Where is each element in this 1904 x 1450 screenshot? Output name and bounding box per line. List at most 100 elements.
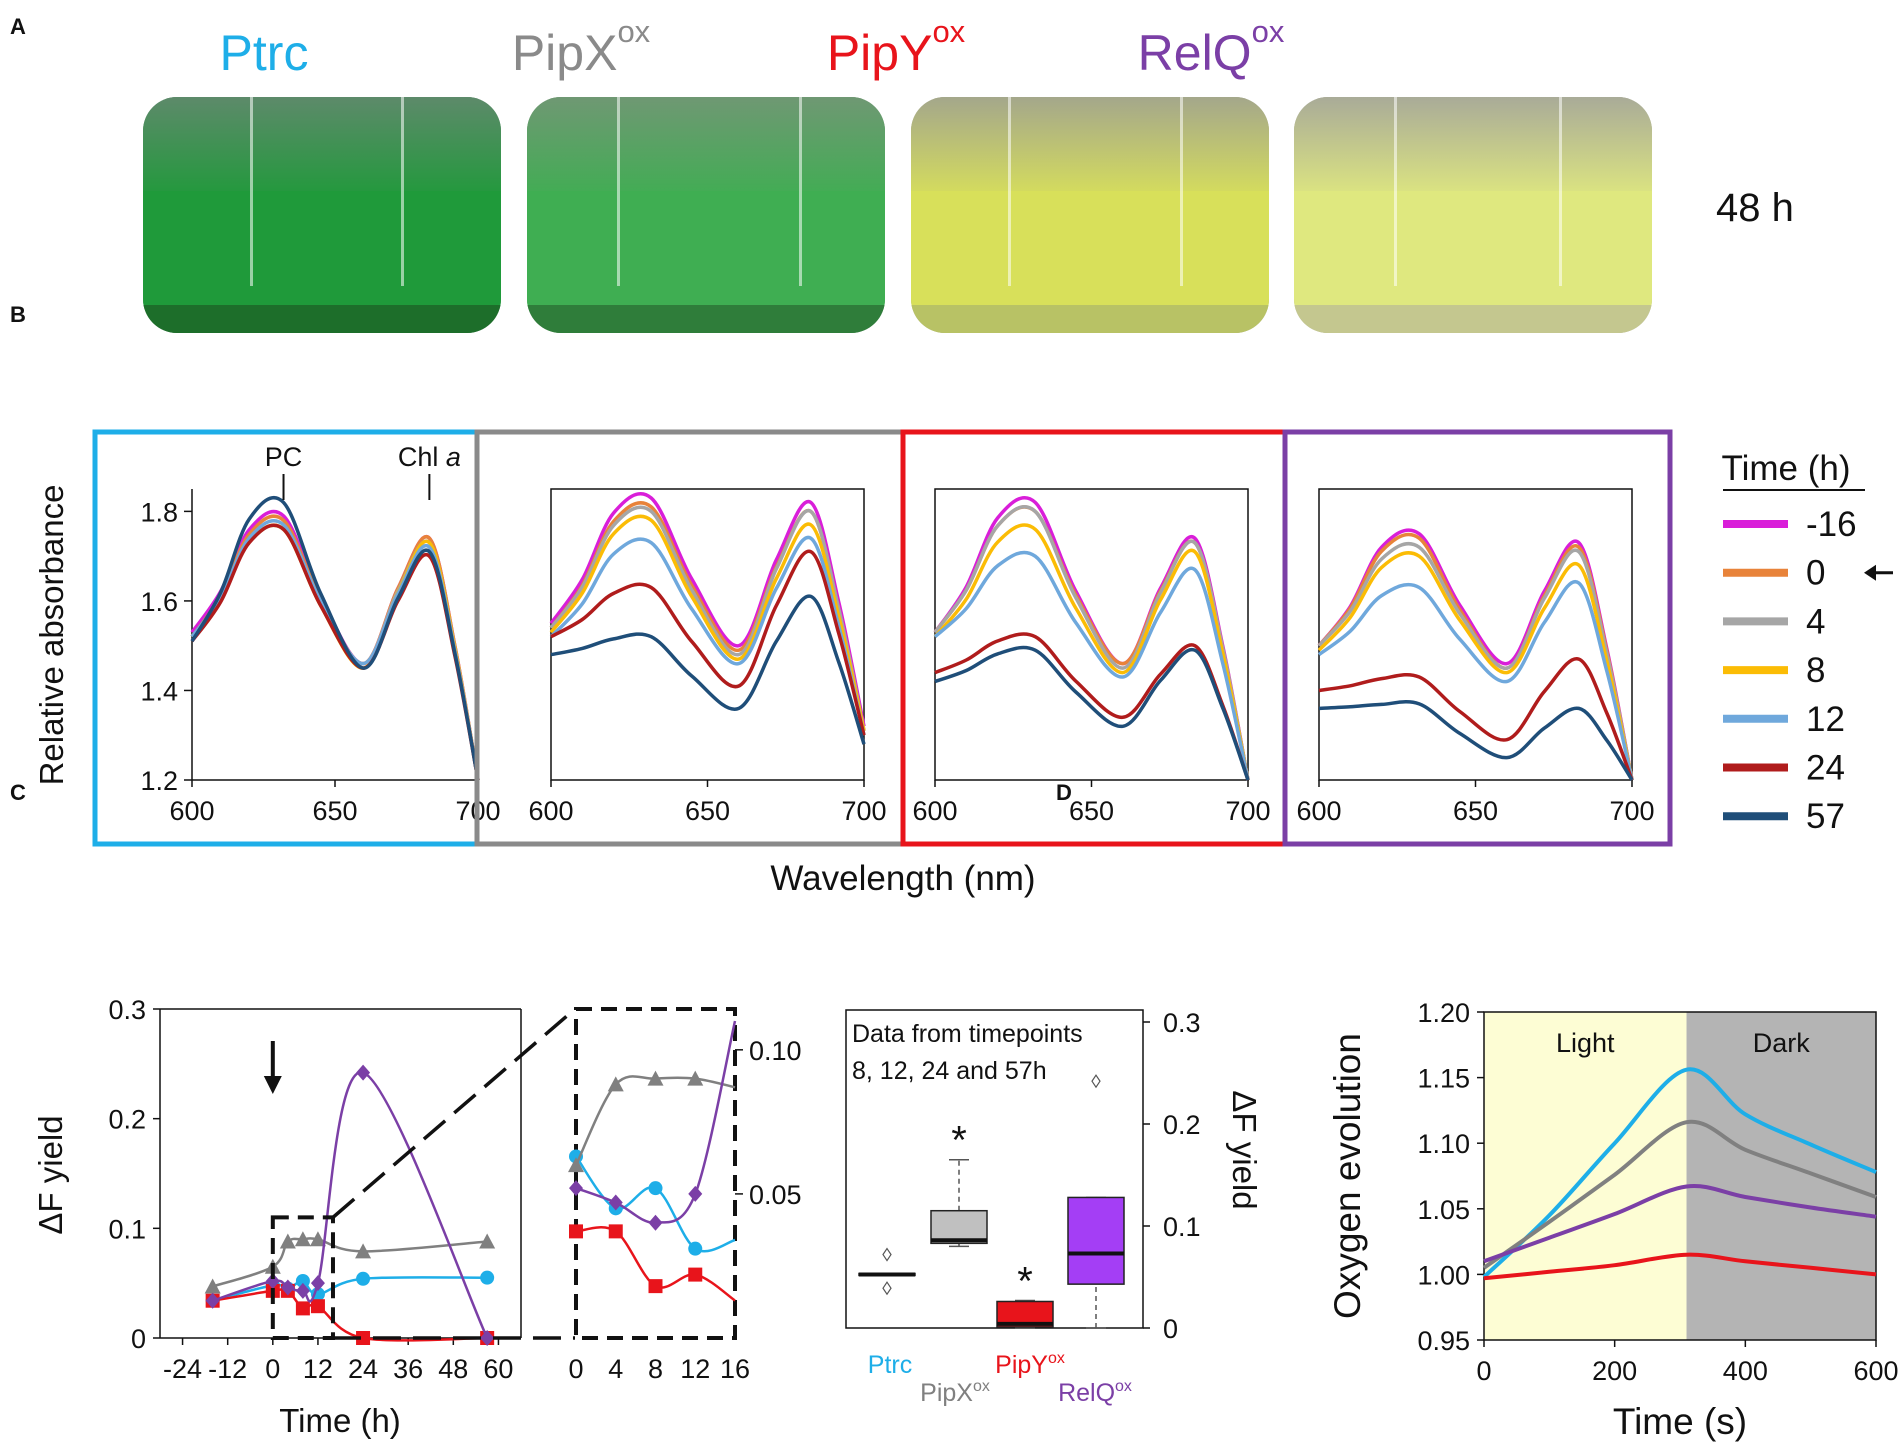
box-category-label-Ptrc: Ptrc (868, 1351, 912, 1379)
box-y-axis-title: ΔF yield (1226, 1090, 1263, 1209)
flask-wall (1394, 97, 1398, 286)
legend-entry-label: 4 (1806, 602, 1825, 641)
inset-data-point-PipXox (607, 1076, 624, 1092)
inset-data-point-PipYox (648, 1279, 663, 1294)
box-category-sup: ox (1115, 1378, 1132, 1395)
c-data-point-RelQox (205, 1292, 220, 1309)
d-y-axis-title: Oxygen evolution (1327, 1033, 1368, 1319)
x-tick-label: 700 (1225, 796, 1270, 826)
c-data-point-PipYox (356, 1331, 371, 1345)
d-y-tick-label: 1.10 (1417, 1129, 1470, 1159)
flask-glass (143, 97, 501, 201)
inset-x-tick-label: 16 (720, 1354, 750, 1384)
x-tick-label: 600 (169, 796, 214, 826)
flask-title-pipx: PipXox (401, 16, 761, 82)
panel-label-b: B (10, 302, 26, 327)
flask-wall (1179, 97, 1183, 286)
flask-photo-relq (1294, 97, 1652, 333)
spectrum-line-57 (1318, 700, 1634, 781)
box-outlier-Ptrc (882, 1247, 892, 1262)
peak-annotation-label: PC (265, 442, 303, 472)
c-data-point-RelQox (265, 1272, 280, 1289)
c-zoom-connector (331, 1007, 577, 1219)
c-data-point-PipXox (204, 1278, 221, 1294)
c-data-point-PipXox (479, 1233, 496, 1249)
c-y-axis-title: ΔF yield (32, 1115, 69, 1234)
inset-series-line-RelQox (575, 1020, 737, 1224)
x-tick-label: 650 (312, 796, 357, 826)
legend-entry-label: 57 (1806, 797, 1845, 836)
box-outlier-Ptrc (882, 1281, 892, 1296)
spectrum-line-4 (1317, 541, 1634, 781)
x-tick-label: 650 (1069, 796, 1114, 826)
flask-bottom (911, 304, 1269, 333)
inset-x-tick-label: 0 (568, 1354, 583, 1384)
panel-label-c: C (10, 780, 26, 805)
c-y-tick-label: 0.3 (108, 995, 146, 1025)
flask-wall (400, 97, 404, 286)
spectrum-line-12 (1317, 579, 1634, 781)
box-category-sup: ox (973, 1378, 990, 1395)
inset-data-point-Ptrc (688, 1241, 703, 1256)
flask-title-pipy: PipYox (716, 16, 1076, 82)
spectrum-line-57 (190, 495, 480, 781)
d-y-tick-label: 1.05 (1417, 1195, 1470, 1225)
d-region-label-dark: Dark (1753, 1028, 1811, 1058)
flask-bottom (143, 304, 501, 333)
c-data-point-PipXox (355, 1243, 372, 1259)
c-data-point-Ptrc (295, 1273, 310, 1288)
spectrum-line-57 (550, 594, 866, 745)
flask-liquid (527, 191, 885, 310)
inset-y-tick-label: 0.10 (749, 1036, 802, 1066)
box-y-tick-label: 0.3 (1163, 1008, 1201, 1038)
inset-data-point-PipXox (647, 1070, 664, 1086)
c-y-tick-label: 0.2 (108, 1105, 146, 1135)
flask-bottom (527, 304, 885, 333)
x-tick-label: 600 (1296, 796, 1341, 826)
legend-entry-label: 24 (1806, 749, 1845, 788)
c-series-line-RelQox (212, 1071, 489, 1339)
flask-wall (1007, 97, 1011, 286)
c-zoom-box (270, 1215, 335, 1341)
inset-data-point-RelQox (648, 1214, 663, 1231)
y-tick-label: 1.2 (140, 766, 178, 796)
legend-arrow-icon (1864, 564, 1876, 581)
box-category-label-RelQ: RelQox (1058, 1378, 1132, 1407)
c-series-line-PipXox (212, 1237, 488, 1288)
box-plot-frame (845, 1009, 1144, 1329)
spectrum-line-8 (1317, 551, 1634, 781)
flask-title-relq: RelQox (1031, 16, 1391, 82)
inset-series-line-PipXox (574, 1075, 736, 1166)
box-body-RelQ (1067, 1196, 1125, 1285)
box-category-label-PipX: PipXox (920, 1378, 990, 1407)
flask-title-text: Ptrc (219, 25, 309, 81)
flask-photo-pipx (527, 97, 885, 333)
d-x-tick-label: 400 (1723, 1356, 1768, 1386)
c-data-point-RelQox (295, 1282, 310, 1299)
legend-entry-label: 12 (1806, 700, 1845, 739)
c-y-tick-label: 0 (131, 1324, 146, 1354)
x-tick-label: 700 (841, 796, 886, 826)
d-x-tick-label: 600 (1853, 1356, 1898, 1386)
box-note-line-1: Data from timepoints (852, 1020, 1083, 1048)
legend-entry-label: 8 (1806, 651, 1825, 690)
inset-x-tick-label: 4 (608, 1354, 623, 1384)
inset-x-tick-label: 12 (680, 1354, 710, 1384)
x-tick-label: 600 (912, 796, 957, 826)
x-tick-label: 650 (1453, 796, 1498, 826)
x-tick-label: 600 (528, 796, 573, 826)
c-data-point-PipXox (279, 1233, 296, 1249)
c-x-tick-label: 60 (483, 1354, 513, 1384)
spectrum-line-57 (934, 645, 1250, 781)
peak-annotation-label: Chl a (398, 442, 461, 472)
d-series-line-RelQox (1483, 1184, 1877, 1264)
c-data-point-RelQox (280, 1279, 295, 1296)
flask-liquid (143, 191, 501, 310)
flask-liquid (911, 191, 1269, 310)
flask-wall (1558, 97, 1562, 286)
inset-data-point-PipXox (568, 1157, 584, 1173)
c-x-tick-label: -24 (163, 1354, 202, 1384)
d-x-axis-title: Time (s) (1613, 1401, 1747, 1442)
d-x-tick-label: 200 (1592, 1356, 1637, 1386)
box-y-tick-label: 0.2 (1163, 1110, 1201, 1140)
